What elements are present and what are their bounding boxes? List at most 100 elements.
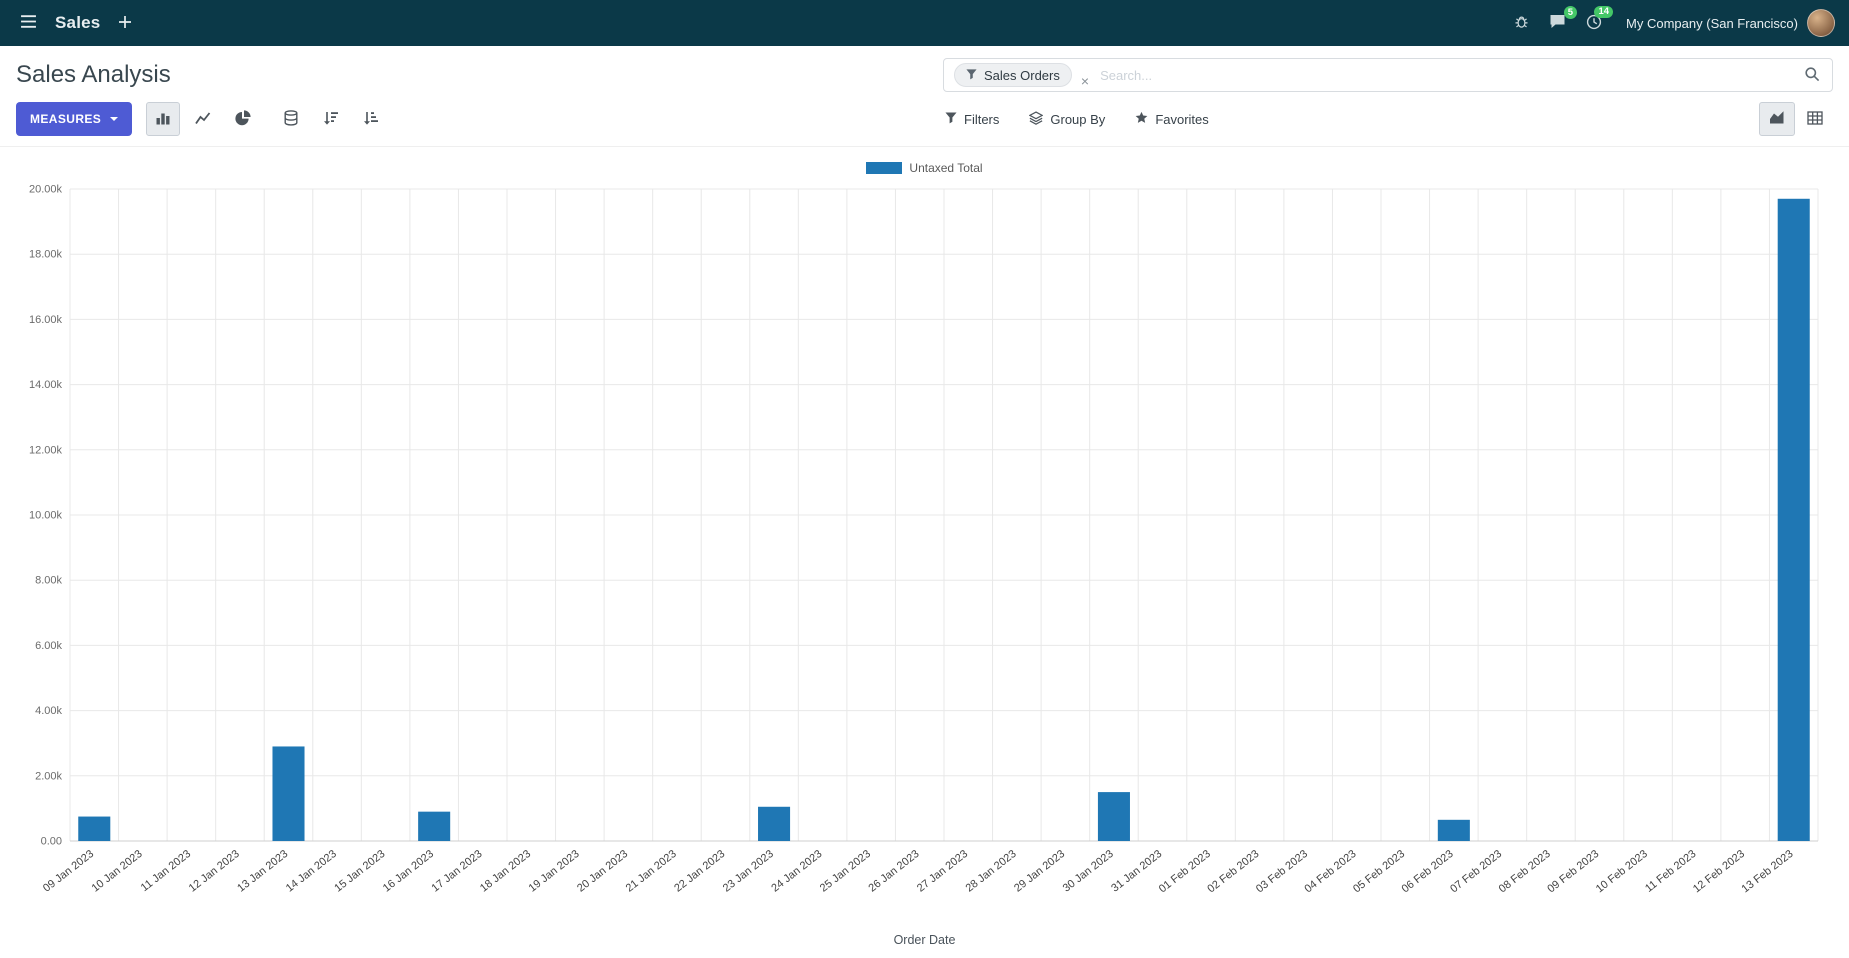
pivot-view-button[interactable] [1797, 102, 1833, 136]
filters-button[interactable]: Filters [943, 107, 1001, 132]
favorites-button[interactable]: Favorites [1133, 106, 1210, 132]
search-submit-button[interactable] [1802, 64, 1822, 87]
bar[interactable] [1097, 792, 1130, 841]
x-tick-label: 26 Jan 2023 [866, 848, 921, 895]
chat-icon [1549, 14, 1566, 32]
sort-descending-button[interactable] [314, 102, 348, 136]
pie-chart-icon [235, 109, 251, 129]
chart-options-group [274, 102, 388, 136]
bar-chart-button[interactable] [146, 102, 181, 136]
clock-icon [1586, 14, 1602, 33]
app-name[interactable]: Sales [55, 13, 101, 32]
x-tick-label: 01 Feb 2023 [1157, 848, 1213, 895]
search-options-row: Filters Group By Favorites [943, 102, 1833, 136]
x-tick-label: 25 Jan 2023 [818, 848, 873, 895]
x-tick-label: 12 Jan 2023 [187, 848, 242, 895]
messages-badge: 5 [1563, 6, 1578, 19]
x-tick-label: 03 Feb 2023 [1254, 848, 1310, 895]
legend-label: Untaxed Total [909, 161, 983, 175]
sort-ascending-icon [363, 110, 379, 129]
search-input[interactable] [1098, 66, 1795, 84]
x-tick-label: 13 Feb 2023 [1739, 848, 1795, 895]
y-tick-label: 14.00k [29, 379, 63, 391]
facet-label: Sales Orders [984, 67, 1060, 83]
stacked-toggle-button[interactable] [274, 102, 308, 136]
pie-chart-button[interactable] [226, 102, 260, 136]
activities-button[interactable]: 14 [1580, 5, 1614, 39]
graph-view-button[interactable] [1759, 102, 1795, 136]
control-panel: Sales Analysis Sales Orders × ME [0, 46, 1849, 147]
x-tick-label: 10 Feb 2023 [1594, 848, 1650, 895]
measures-label: MEASURES [30, 112, 102, 126]
x-tick-label: 24 Jan 2023 [769, 848, 824, 895]
x-tick-label: 30 Jan 2023 [1061, 848, 1116, 895]
hamburger-icon [20, 14, 37, 32]
star-icon [1135, 111, 1148, 127]
x-tick-label: 05 Feb 2023 [1351, 848, 1407, 895]
x-tick-label: 11 Jan 2023 [139, 848, 193, 894]
search-bar[interactable]: Sales Orders × [943, 58, 1833, 92]
favorites-label: Favorites [1155, 111, 1209, 127]
magnifier-icon [1804, 66, 1820, 85]
line-chart-button[interactable] [186, 102, 220, 136]
y-tick-label: 18.00k [29, 249, 63, 261]
chart-legend[interactable]: Untaxed Total [16, 161, 1833, 175]
activities-badge: 14 [1594, 5, 1614, 18]
line-chart-icon [195, 110, 211, 129]
x-tick-label: 11 Feb 2023 [1643, 848, 1698, 895]
facet-remove-button[interactable]: × [1080, 73, 1090, 89]
y-tick-label: 20.00k [29, 184, 63, 196]
x-tick-label: 29 Jan 2023 [1012, 848, 1067, 895]
chart-area: Untaxed Total 0.00 2.00k 4.00k 6.00k 8.00k 10… [0, 161, 1849, 947]
x-tick-label: 31 Jan 2023 [1109, 848, 1164, 895]
bar[interactable] [418, 811, 451, 841]
x-tick-label: 08 Feb 2023 [1497, 848, 1553, 895]
plus-icon [118, 15, 132, 32]
x-axis-title: Order Date [893, 933, 956, 947]
new-window-button[interactable] [112, 9, 138, 38]
y-tick-label: 10.00k [29, 510, 63, 522]
messages-button[interactable]: 5 [1543, 6, 1578, 38]
x-tick-label: 22 Jan 2023 [672, 848, 727, 895]
avatar [1807, 9, 1835, 37]
bar[interactable] [758, 806, 791, 841]
y-tick-label: 8.00k [35, 575, 62, 587]
x-tick-label: 18 Jan 2023 [478, 848, 533, 895]
x-tick-label: 12 Feb 2023 [1691, 848, 1747, 895]
filter-funnel-icon [945, 111, 957, 127]
x-tick-label: 06 Feb 2023 [1400, 848, 1456, 895]
bar[interactable] [1777, 198, 1810, 841]
sort-descending-icon [323, 110, 339, 129]
company-name: My Company (San Francisco) [1626, 15, 1798, 31]
x-tick-label: 13 Jan 2023 [235, 848, 290, 895]
facet-funnel-icon [966, 68, 977, 83]
search-facet[interactable]: Sales Orders [954, 63, 1072, 87]
measures-button[interactable]: MEASURES [16, 102, 133, 136]
bar[interactable] [272, 746, 305, 841]
y-tick-label: 6.00k [35, 640, 62, 652]
database-icon [283, 109, 299, 129]
chart-type-group [146, 102, 260, 136]
apps-menu-button[interactable] [14, 8, 43, 38]
sort-ascending-button[interactable] [354, 102, 388, 136]
bar[interactable] [1437, 819, 1470, 841]
group-by-button[interactable]: Group By [1027, 106, 1107, 133]
chevron-down-icon [110, 117, 119, 121]
bug-icon [1514, 14, 1529, 32]
y-tick-label: 16.00k [29, 314, 63, 326]
x-tick-label: 20 Jan 2023 [575, 848, 630, 895]
x-tick-label: 14 Jan 2023 [284, 848, 339, 895]
user-menu[interactable]: My Company (San Francisco) [1626, 9, 1835, 37]
x-tick-label: 04 Feb 2023 [1302, 848, 1358, 895]
x-tick-label: 09 Jan 2023 [41, 848, 96, 895]
group-by-label: Group By [1050, 111, 1106, 127]
layers-icon [1028, 110, 1044, 128]
x-tick-label: 07 Feb 2023 [1448, 848, 1504, 895]
x-tick-label: 16 Jan 2023 [381, 848, 436, 895]
filters-label: Filters [964, 111, 1000, 127]
bar[interactable] [78, 816, 111, 841]
table-grid-icon [1807, 110, 1823, 129]
debug-button[interactable] [1508, 8, 1535, 38]
sales-analysis-bar-chart: 0.00 2.00k 4.00k 6.00k 8.00k 10.00k 12.00k 14.0… [29, 184, 1819, 895]
x-tick-label: 15 Jan 2023 [332, 848, 387, 895]
